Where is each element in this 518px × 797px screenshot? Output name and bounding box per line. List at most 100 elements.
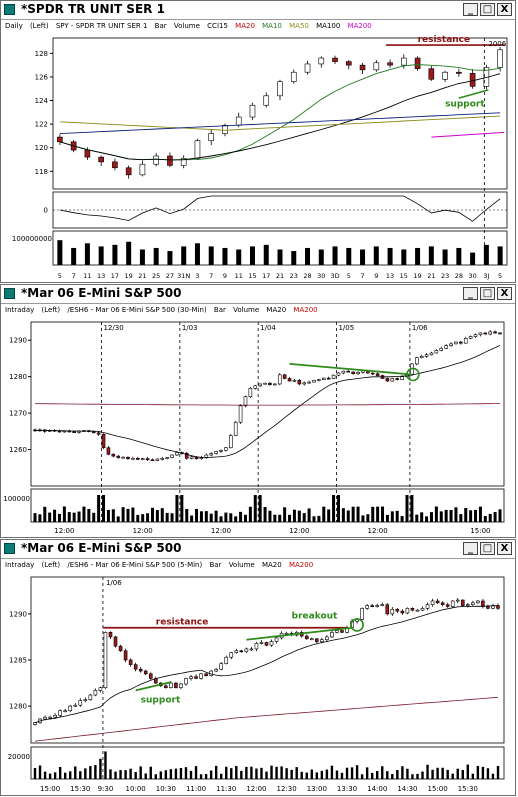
volume-bar [209, 770, 213, 779]
minimize-button[interactable]: _ [463, 542, 478, 555]
minimize-button[interactable]: _ [463, 3, 478, 16]
candle-body [189, 676, 193, 679]
candle-body [373, 62, 380, 71]
volume-bar [396, 769, 399, 779]
volume-bar [401, 249, 407, 265]
y-tick-label: 126 [35, 73, 49, 81]
volume-bar [229, 513, 233, 522]
volume-bar [376, 771, 379, 779]
candle-body [414, 357, 419, 365]
x-tick-label: 10:00 [126, 785, 146, 793]
candle-body [126, 456, 130, 459]
ma100-line [59, 112, 501, 135]
volume-bar [391, 773, 394, 779]
candle-body [332, 57, 338, 62]
volume-bar [360, 774, 364, 779]
candle-body [469, 73, 476, 87]
volume-bar [263, 507, 267, 522]
volume-bar [341, 508, 345, 522]
candle-body [96, 432, 101, 435]
close-button[interactable]: X [497, 3, 512, 16]
y-tick-label: 1270 [9, 410, 27, 418]
volume-bar [199, 774, 203, 779]
volume-bar [454, 507, 458, 522]
x-tick-label: 3 [195, 272, 199, 280]
volume-bar [425, 516, 429, 522]
candle-body [131, 458, 135, 460]
volume-bar [214, 765, 218, 779]
x-tick-label: 13:30 [337, 785, 357, 793]
candle-body [48, 716, 52, 719]
volume-bar [361, 515, 365, 522]
x-tick-label: 12:00 [211, 527, 231, 535]
candle-body [455, 599, 460, 602]
volume-bar [498, 509, 502, 522]
candle-body [98, 687, 103, 691]
volume-bar [204, 774, 208, 779]
candle-body [428, 68, 435, 80]
x-tick-label: 15:00 [470, 527, 490, 535]
candle-body [341, 370, 346, 374]
candle-body [405, 608, 410, 614]
candle-body [239, 650, 244, 653]
volume-bar [496, 766, 500, 779]
thirty-min-price-chart: 1260 1270 1280 1290 12/30 1/03 1/04 1/05 1/06 100… [3, 321, 505, 535]
volume-bar [179, 768, 183, 779]
candle-body [254, 643, 259, 650]
candle-body [390, 608, 395, 615]
candle-body [410, 608, 415, 611]
candle-body [351, 371, 355, 375]
close-button[interactable]: X [497, 287, 512, 300]
info-ma200: MA200 [288, 561, 314, 569]
window-titlebar[interactable]: *Mar 06 E-Mini S&P 500 _ □ X [1, 285, 515, 304]
x-tick-label: 9 [223, 272, 227, 280]
volume-bar [355, 765, 359, 779]
candle-body [229, 652, 234, 658]
volume-bar [332, 246, 338, 265]
maximize-button[interactable]: □ [480, 287, 495, 300]
volume-bar [112, 244, 118, 265]
candle-body [476, 600, 480, 604]
candle-body [128, 659, 133, 665]
volume-bar [434, 506, 438, 522]
volume-bar [446, 769, 449, 779]
volume-bar [43, 506, 47, 522]
x-tick-label: 23 [441, 272, 449, 280]
window-titlebar[interactable]: *Mar 06 E-Mini S&P 500 _ □ X [1, 540, 515, 559]
volume-bar [278, 514, 282, 522]
info-bar: Bar [154, 22, 167, 30]
volume-bar [351, 506, 355, 522]
resistance-label: resistance [156, 618, 209, 628]
candle-body [269, 641, 274, 646]
volume-bar [154, 774, 157, 779]
volume-bar [290, 769, 293, 779]
volume-bar [265, 771, 268, 779]
volume-bar [406, 768, 409, 779]
x-tick-label: 19 [125, 272, 133, 280]
maximize-button[interactable]: □ [480, 542, 495, 555]
x-tick-label: 5 [58, 272, 62, 280]
candle-body [208, 133, 215, 141]
candle-body [58, 710, 62, 716]
candle-body [325, 636, 329, 641]
candle-body [312, 380, 316, 383]
volume-bar [268, 510, 272, 522]
y-tick-label: 1285 [9, 657, 27, 665]
volume-bar [235, 765, 238, 779]
x-tick-label: 11 [235, 272, 243, 280]
minimize-button[interactable]: _ [463, 287, 478, 300]
volume-bar [376, 506, 380, 522]
candle-body [290, 71, 297, 82]
date-marker-label: 1/05 [338, 324, 354, 332]
candle-body [33, 722, 37, 725]
close-button[interactable]: X [497, 542, 512, 555]
volume-bar [300, 771, 303, 779]
candle-body [292, 380, 297, 382]
volume-bar [474, 509, 478, 522]
maximize-button[interactable]: □ [480, 3, 495, 16]
volume-bar [327, 509, 331, 522]
window-titlebar[interactable]: *SPDR TR UNIT SER 1 _ □ X [1, 1, 515, 20]
chart-info-bar: Intraday (Left) /ESH6 - Mar 06 E-Mini S&… [5, 561, 318, 569]
x-tick-label: 21 [138, 272, 146, 280]
volume-bar [346, 510, 350, 522]
